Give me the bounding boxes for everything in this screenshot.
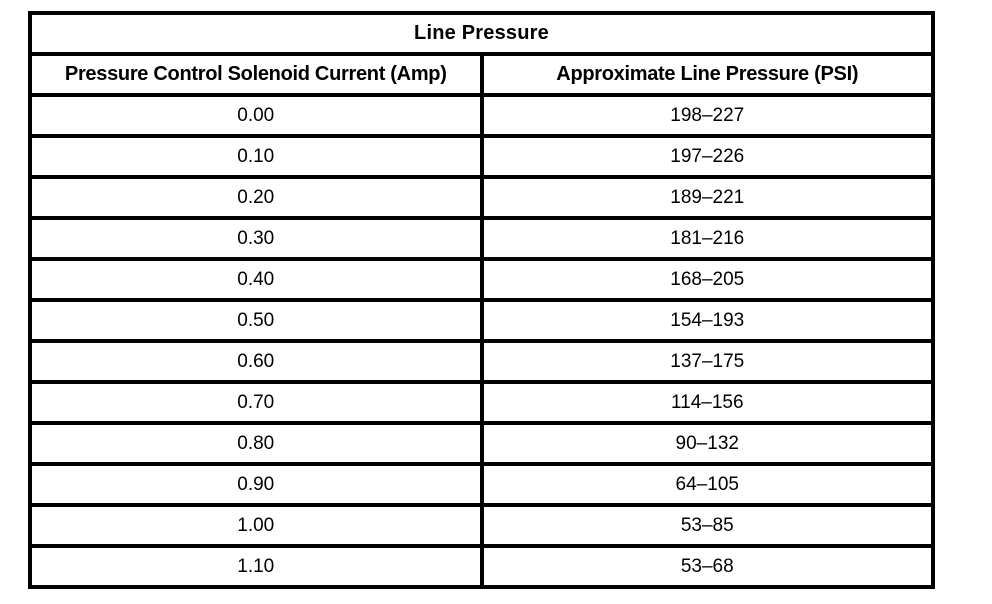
- table-title: Line Pressure: [28, 11, 935, 56]
- solenoid-current-cell: 0.40: [28, 257, 484, 302]
- solenoid-current-cell: 0.90: [28, 462, 484, 507]
- table-body: 0.00 198–227 0.10 197–226 0.20 189–221 0.30 181…: [28, 93, 935, 589]
- column-header-solenoid-current: Pressure Control Solenoid Current (Amp): [28, 52, 484, 97]
- title-row: Line Pressure: [28, 11, 935, 56]
- solenoid-current-cell: 0.70: [28, 380, 484, 425]
- line-pressure-cell: 53–68: [479, 544, 935, 589]
- solenoid-current-cell: 0.60: [28, 339, 484, 384]
- line-pressure-cell: 181–216: [479, 216, 935, 261]
- solenoid-current-cell: 0.30: [28, 216, 484, 261]
- line-pressure-cell: 53–85: [479, 503, 935, 548]
- line-pressure-cell: 90–132: [479, 421, 935, 466]
- line-pressure-cell: 154–193: [479, 298, 935, 343]
- solenoid-current-cell: 0.20: [28, 175, 484, 220]
- line-pressure-cell: 189–221: [479, 175, 935, 220]
- line-pressure-cell: 137–175: [479, 339, 935, 384]
- line-pressure-cell: 197–226: [479, 134, 935, 179]
- table-head: Line Pressure Pressure Control Solenoid …: [28, 11, 935, 97]
- line-pressure-cell: 168–205: [479, 257, 935, 302]
- solenoid-current-cell: 1.10: [28, 544, 484, 589]
- table-row: 0.40 168–205: [28, 257, 935, 302]
- line-pressure-cell: 64–105: [479, 462, 935, 507]
- line-pressure-cell: 114–156: [479, 380, 935, 425]
- table-row: 1.00 53–85: [28, 503, 935, 548]
- table-row: 0.90 64–105: [28, 462, 935, 507]
- table-row: 0.70 114–156: [28, 380, 935, 425]
- solenoid-current-cell: 0.10: [28, 134, 484, 179]
- column-header-line-pressure: Approximate Line Pressure (PSI): [479, 52, 935, 97]
- table-row: 0.60 137–175: [28, 339, 935, 384]
- line-pressure-table: Line Pressure Pressure Control Solenoid …: [28, 11, 935, 589]
- table-row: 1.10 53–68: [28, 544, 935, 589]
- table-row: 0.50 154–193: [28, 298, 935, 343]
- table-row: 0.30 181–216: [28, 216, 935, 261]
- header-row: Pressure Control Solenoid Current (Amp) …: [28, 52, 935, 97]
- table-row: 0.80 90–132: [28, 421, 935, 466]
- solenoid-current-cell: 1.00: [28, 503, 484, 548]
- solenoid-current-cell: 0.00: [28, 93, 484, 138]
- solenoid-current-cell: 0.50: [28, 298, 484, 343]
- line-pressure-cell: 198–227: [479, 93, 935, 138]
- solenoid-current-cell: 0.80: [28, 421, 484, 466]
- table-row: 0.00 198–227: [28, 93, 935, 138]
- table-row: 0.20 189–221: [28, 175, 935, 220]
- table-row: 0.10 197–226: [28, 134, 935, 179]
